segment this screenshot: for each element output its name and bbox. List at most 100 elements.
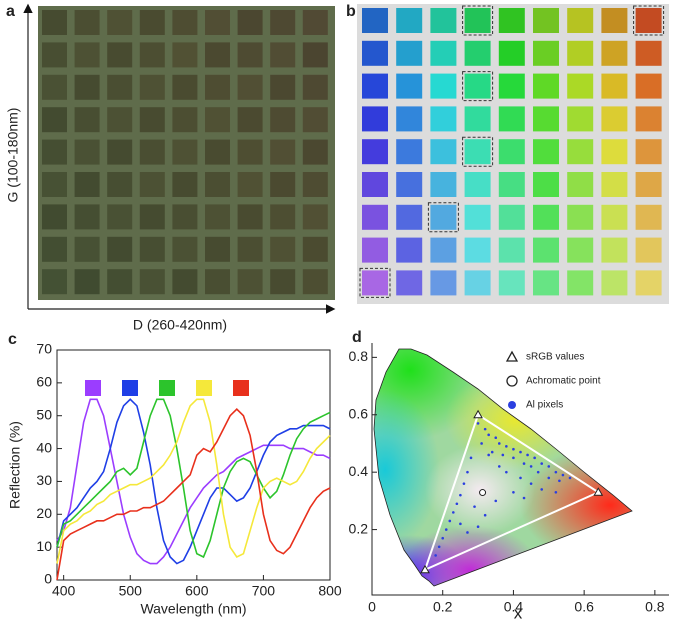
pixel bbox=[533, 172, 559, 197]
pixel bbox=[237, 107, 263, 133]
pixel bbox=[139, 236, 165, 262]
pixel bbox=[172, 42, 198, 68]
pixel bbox=[601, 204, 628, 230]
panel-label: c bbox=[8, 331, 17, 348]
legend-swatch bbox=[159, 380, 175, 396]
legend-label: sRGB values bbox=[526, 352, 584, 363]
pixel bbox=[270, 10, 296, 35]
pixel bbox=[302, 172, 328, 197]
pixel bbox=[498, 204, 525, 230]
pixel-point bbox=[452, 511, 455, 514]
pixel-point bbox=[505, 470, 508, 474]
pixel bbox=[270, 139, 296, 165]
pixel-point bbox=[501, 453, 505, 457]
legend-marker bbox=[506, 375, 518, 387]
pixel-point bbox=[448, 519, 452, 523]
pixel bbox=[74, 42, 100, 68]
pixel bbox=[139, 139, 165, 165]
pixel-point bbox=[533, 456, 536, 460]
pixel bbox=[302, 107, 328, 133]
pixel bbox=[396, 106, 423, 132]
pixel bbox=[302, 74, 328, 100]
chromaticity-locus bbox=[374, 349, 632, 586]
srgb-gamut bbox=[423, 413, 601, 572]
pixel bbox=[533, 73, 559, 99]
pixel bbox=[430, 8, 457, 33]
pixel bbox=[464, 106, 491, 132]
pixel-point bbox=[561, 473, 565, 477]
legend-swatch bbox=[85, 380, 101, 396]
pixel bbox=[362, 73, 388, 99]
pixel bbox=[430, 270, 457, 296]
y-tick-label: 70 bbox=[36, 341, 52, 357]
x-tick-label: 800 bbox=[318, 583, 342, 599]
pixel bbox=[430, 204, 457, 230]
pixel bbox=[107, 42, 133, 68]
pixel bbox=[42, 107, 67, 133]
x-tick-label: 500 bbox=[119, 583, 143, 599]
pixel bbox=[107, 204, 133, 230]
pixel-point bbox=[505, 445, 508, 448]
pixel bbox=[498, 139, 525, 165]
pixel bbox=[139, 42, 165, 68]
pixel bbox=[567, 270, 594, 296]
legend-swatch bbox=[122, 380, 138, 396]
pixel bbox=[42, 10, 67, 35]
plots: 400 500 600 700 800 0 10 20 30 40 50 60 70 c Wavelengt… bbox=[7, 329, 669, 622]
pixel-point bbox=[529, 482, 533, 485]
pixel-point bbox=[497, 465, 501, 468]
pixel-point bbox=[554, 490, 558, 494]
locus-outline bbox=[373, 348, 633, 587]
pixel bbox=[237, 139, 263, 165]
panel-label: d bbox=[352, 329, 362, 346]
pixel-point bbox=[540, 488, 544, 491]
pixel bbox=[172, 172, 198, 197]
pixel bbox=[635, 237, 662, 263]
pixel-point bbox=[568, 476, 572, 480]
x-tick-label: 0.2 bbox=[433, 599, 453, 615]
pixel bbox=[74, 107, 100, 133]
pixel bbox=[302, 236, 328, 262]
pixel bbox=[107, 139, 133, 165]
pixel bbox=[601, 40, 628, 66]
pixel bbox=[205, 172, 230, 197]
pixel bbox=[464, 139, 491, 165]
pixel bbox=[74, 269, 100, 295]
pixel-point bbox=[466, 470, 469, 474]
pixel bbox=[172, 269, 198, 295]
pixel bbox=[601, 8, 628, 33]
pixel-grid-b bbox=[359, 5, 665, 298]
pixel-point bbox=[529, 465, 533, 468]
pixel bbox=[396, 8, 423, 33]
pixel bbox=[139, 10, 165, 35]
x-tick-label: 400 bbox=[52, 583, 76, 599]
pixel-point bbox=[536, 470, 540, 474]
pixel-point bbox=[487, 453, 490, 457]
y-tick-label: 0.4 bbox=[349, 463, 369, 479]
pixel bbox=[237, 269, 263, 295]
pixel-point bbox=[459, 493, 462, 497]
pixel-point bbox=[497, 442, 501, 445]
pixel bbox=[498, 237, 525, 263]
pixel bbox=[396, 204, 423, 230]
pixel bbox=[430, 139, 457, 165]
pixel bbox=[498, 73, 525, 99]
pixel bbox=[237, 10, 263, 35]
pixel bbox=[362, 139, 388, 165]
pixel bbox=[533, 204, 559, 230]
pixel bbox=[635, 73, 662, 99]
pixel bbox=[498, 106, 525, 132]
pixel bbox=[74, 10, 100, 35]
legend-marker bbox=[505, 350, 519, 362]
pixel-point bbox=[441, 536, 445, 540]
pixel bbox=[237, 74, 263, 100]
pixel bbox=[270, 269, 296, 295]
pixel bbox=[270, 107, 296, 133]
pixel bbox=[74, 139, 100, 165]
pixel-point bbox=[487, 433, 490, 437]
x-axis-label: Wavelength (nm) bbox=[140, 601, 246, 617]
pixel bbox=[362, 237, 388, 263]
pixel-point bbox=[522, 496, 526, 500]
